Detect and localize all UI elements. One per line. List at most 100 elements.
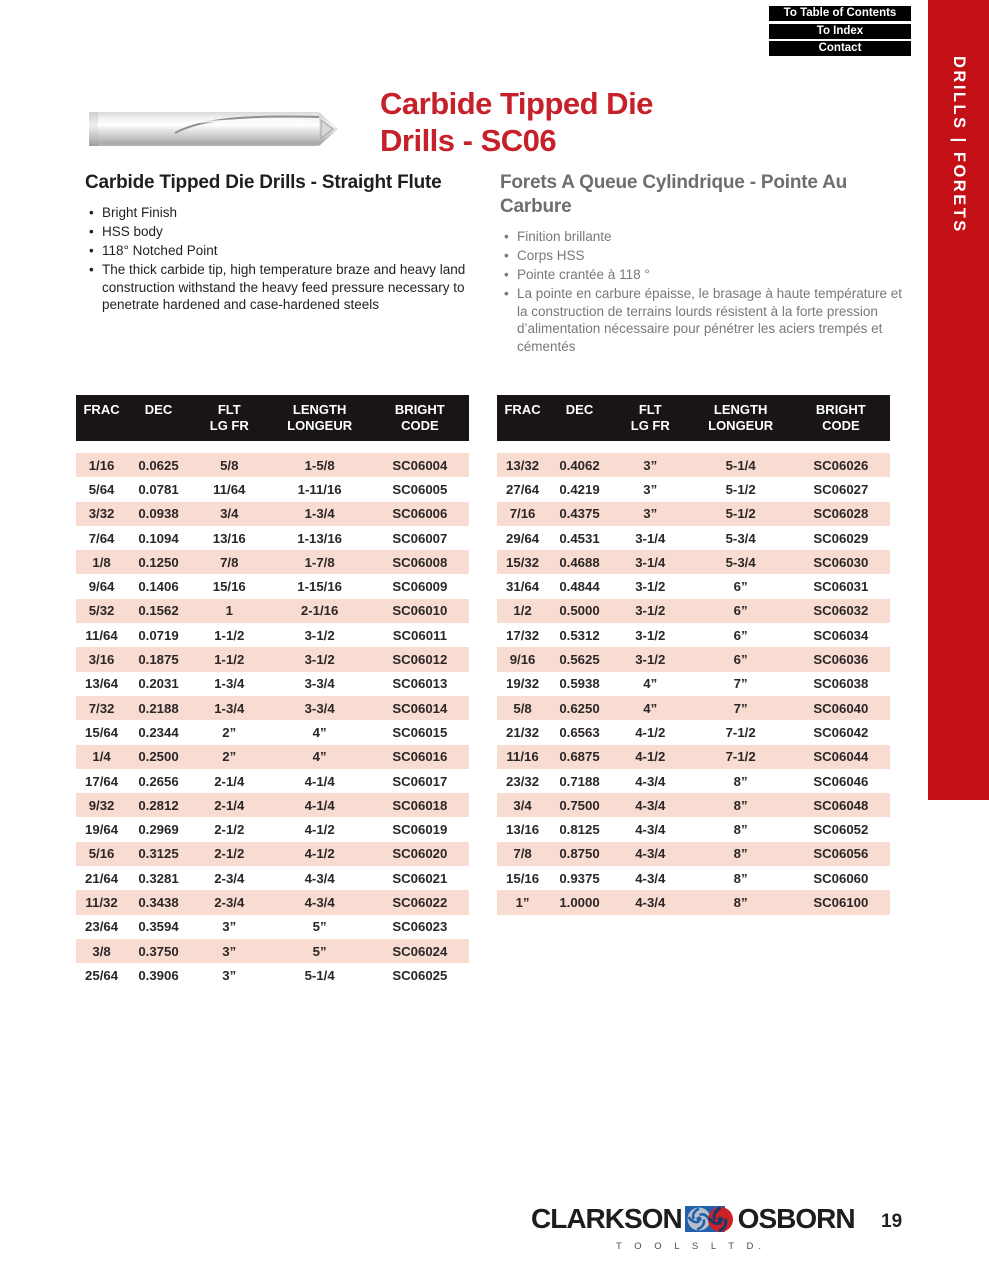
table-row: 9/32 0.2812 2-1/4 4-1/4 SC06018 — [76, 793, 469, 818]
cell-frac: 3/32 — [88, 506, 115, 522]
table-row: 3/8 0.3750 3” 5” SC06024 — [76, 938, 469, 964]
table-row: 1/16 0.0625 5/8 1-5/8 SC06004 — [76, 453, 469, 478]
table-row: 21/32 0.6563 4-1/2 7-1/2 SC06042 — [497, 720, 890, 744]
table-row: 5/16 0.3125 2-1/2 4-1/2 SC06020 — [76, 841, 469, 867]
cell-frac: 21/64 — [85, 870, 119, 886]
cell-code: SC06015 — [392, 724, 448, 740]
cell-length: 1-11/16 — [297, 481, 342, 497]
cell-flt: 2-1/2 — [214, 822, 245, 838]
cell-frac: 3/4 — [513, 797, 532, 813]
cell-frac: 27/64 — [506, 481, 540, 497]
column-header-flt: FLT LG FR — [630, 402, 670, 433]
cell-frac: 9/64 — [88, 579, 115, 595]
cell-flt: 3-1/4 — [635, 530, 666, 546]
brand-osborn: OSBORN — [737, 1203, 856, 1234]
cell-code: SC06006 — [392, 506, 448, 522]
cell-length: 5-1/4 — [304, 967, 335, 983]
cell-flt: 3” — [222, 919, 237, 935]
table-row: 23/32 0.7188 4-3/4 8” SC06046 — [497, 769, 890, 793]
table-row: 7/16 0.4375 3” 5-1/2 SC06028 — [497, 501, 890, 526]
cell-flt: 3” — [222, 943, 237, 959]
cell-dec: 0.3281 — [138, 870, 179, 886]
cell-flt: 1-3/4 — [214, 700, 245, 716]
brand-clarkson: CLARKSON — [531, 1203, 683, 1234]
cell-flt: 3/4 — [220, 506, 239, 522]
french-bullet-list: Finition brillanteCorps HSSPointe cranté… — [500, 228, 915, 355]
cell-length: 5-1/4 — [725, 457, 756, 473]
table-row: 17/64 0.2656 2-1/4 4-1/4 SC06017 — [76, 769, 469, 793]
cell-frac: 3/8 — [92, 943, 111, 959]
cell-code: SC06008 — [392, 554, 448, 570]
nav-button-to-index[interactable]: To Index — [769, 23, 911, 39]
cell-code: SC06060 — [813, 870, 869, 886]
cell-code: SC06019 — [392, 822, 448, 838]
cell-frac: 7/16 — [509, 506, 536, 522]
cell-code: SC06014 — [392, 700, 448, 716]
table-row: 3/4 0.7500 4-3/4 8” SC06048 — [497, 793, 890, 818]
cell-dec: 0.2969 — [138, 822, 179, 838]
column-header-length: LENGTH LONGEUR — [708, 402, 774, 433]
cell-flt: 4-3/4 — [635, 870, 666, 886]
cell-frac: 19/32 — [506, 676, 540, 692]
cell-length: 8” — [733, 773, 748, 789]
table-row: 5/32 0.1562 1 2-1/16 SC06010 — [76, 598, 469, 624]
table-row: 11/16 0.6875 4-1/2 7-1/2 SC06044 — [497, 744, 890, 769]
cell-length: 4-1/2 — [304, 846, 335, 862]
cell-frac: 31/64 — [506, 579, 540, 595]
cell-code: SC06010 — [392, 603, 448, 619]
cell-code: SC06027 — [813, 481, 869, 497]
cell-flt: 4-3/4 — [635, 846, 666, 862]
cell-frac: 1/16 — [88, 457, 115, 473]
cell-code: SC06009 — [392, 579, 448, 595]
cell-frac: 9/16 — [509, 652, 536, 668]
cell-frac: 15/32 — [506, 554, 540, 570]
cell-flt: 3-1/2 — [635, 579, 666, 595]
table-row: 15/16 0.9375 4-3/4 8” SC06060 — [497, 866, 890, 890]
cell-length: 8” — [733, 822, 748, 838]
cell-length: 5-1/2 — [725, 481, 756, 497]
nav-button-contact[interactable]: Contact — [769, 41, 911, 56]
cell-frac: 5/32 — [88, 603, 115, 619]
cell-dec: 0.5938 — [559, 676, 600, 692]
cell-length: 6” — [733, 603, 748, 619]
table-row: 11/32 0.3438 2-3/4 4-3/4 SC06022 — [76, 890, 469, 915]
cell-dec: 0.8750 — [559, 846, 600, 862]
cell-length: 3-3/4 — [304, 676, 335, 692]
cell-length: 5” — [312, 919, 327, 935]
cell-frac: 15/16 — [506, 870, 540, 886]
bullet-item: Pointe crantée à 118 ° — [500, 266, 915, 284]
bullet-item: La pointe en carbure épaisse, le brasage… — [500, 285, 915, 355]
cell-dec: 0.5312 — [559, 627, 600, 643]
table-row: 11/64 0.0719 1-1/2 3-1/2 SC06011 — [76, 623, 469, 647]
nav-button-to-table-of-contents[interactable]: To Table of Contents — [769, 6, 911, 21]
cell-code: SC06042 — [813, 724, 869, 740]
cell-dec: 0.2656 — [138, 773, 179, 789]
french-heading: Forets A Queue Cylindrique - Pointe Au C… — [500, 172, 848, 217]
cell-length: 1-13/16 — [297, 530, 342, 546]
table-row: 19/64 0.2969 2-1/2 4-1/2 SC06019 — [76, 817, 469, 841]
column-header-code: BRIGHT CODE — [394, 402, 445, 433]
cell-flt: 3-1/2 — [635, 603, 666, 619]
cell-length: 5” — [312, 943, 327, 959]
page-title: Carbide Tipped Die Drills - SC06 — [380, 85, 653, 158]
cell-code: SC06012 — [392, 652, 448, 668]
cell-dec: 0.1875 — [138, 652, 179, 668]
table-header: FRAC DEC FLT LG FR LENGTH LONGEUR BRIGHT CODE — [497, 395, 890, 441]
side-tab-label: DRILLS | FORETS — [950, 56, 968, 234]
cell-flt: 3-1/4 — [635, 554, 666, 570]
table-row: 7/64 0.1094 13/16 1-13/16 SC06007 — [76, 526, 469, 550]
cell-dec: 0.3906 — [138, 967, 179, 983]
english-heading: Carbide Tipped Die Drills - Straight Flu… — [85, 172, 442, 193]
cell-code: SC06023 — [392, 919, 448, 935]
english-section: Carbide Tipped Die Drills - Straight Flu… — [85, 171, 487, 315]
table-row: 3/32 0.0938 3/4 1-3/4 SC06006 — [76, 501, 469, 526]
cell-frac: 13/16 — [506, 822, 540, 838]
cell-frac: 11/16 — [506, 749, 539, 765]
brand-subtitle: T O O L S L T D. — [615, 1241, 767, 1252]
cell-length: 3-3/4 — [304, 700, 335, 716]
cell-frac: 5/16 — [88, 846, 115, 862]
cell-dec: 0.2188 — [138, 700, 179, 716]
english-bullet-list: Bright FinishHSS body118° Notched PointT… — [85, 204, 487, 314]
table-row: 29/64 0.4531 3-1/4 5-3/4 SC06029 — [497, 526, 890, 550]
cell-frac: 23/32 — [506, 773, 540, 789]
